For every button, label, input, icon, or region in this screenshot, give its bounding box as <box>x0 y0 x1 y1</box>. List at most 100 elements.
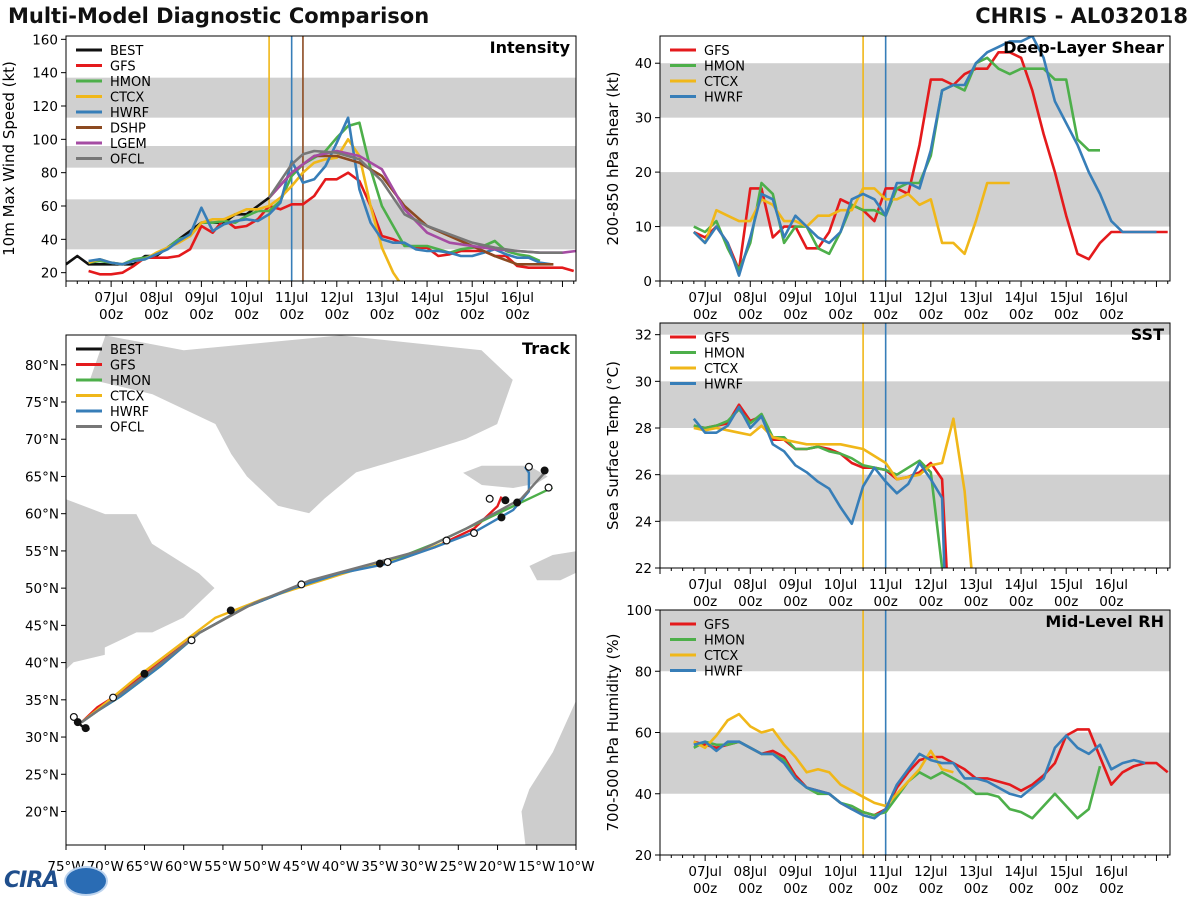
legend-label: HMON <box>704 634 745 649</box>
x-tick-label: 00z <box>738 307 762 323</box>
y-tick-label: 60 <box>41 199 58 215</box>
x-tick-label: 13Jul <box>959 577 992 593</box>
legend-label: HMON <box>704 347 745 362</box>
x-tick-label: 00z <box>1099 307 1123 323</box>
x-tick-label: 00z <box>189 307 213 323</box>
x-tick-label: 00z <box>919 881 943 897</box>
track-position-marker <box>501 496 510 505</box>
legend-label: CTCX <box>704 362 738 377</box>
track-position-marker <box>69 712 78 721</box>
x-tick-label: 13Jul <box>959 864 992 880</box>
series-group <box>66 116 576 281</box>
x-tick-label: 07Jul <box>688 864 721 880</box>
track-position-marker <box>140 669 149 678</box>
x-tick-label: 00z <box>738 594 762 610</box>
track-position-marker <box>226 606 235 615</box>
x-tick-label: 10Jul <box>230 290 263 306</box>
lon-label: 65°W <box>126 859 163 875</box>
lat-label: 35°N <box>25 693 59 709</box>
x-tick-label: 16Jul <box>1095 864 1128 880</box>
x-tick-label: 12Jul <box>320 290 353 306</box>
lat-label: 70°N <box>25 432 59 448</box>
x-tick-label: 12Jul <box>914 864 947 880</box>
shaded-band <box>660 474 1170 522</box>
lon-label: 55°W <box>204 859 241 875</box>
x-tick-label: 00z <box>99 307 123 323</box>
legend-label: GFS <box>704 618 730 633</box>
lat-label: 55°N <box>25 544 59 560</box>
x-tick-label: 00z <box>693 881 717 897</box>
legend-label: HWRF <box>704 91 743 106</box>
x-tick-label: 00z <box>1099 881 1123 897</box>
legend-label: HWRF <box>704 378 743 393</box>
x-tick-label: 00z <box>693 307 717 323</box>
x-tick-label: 10Jul <box>824 290 857 306</box>
series-group <box>693 712 1169 820</box>
x-tick-label: 00z <box>1009 594 1033 610</box>
land-mass <box>528 550 576 582</box>
lon-label: 50°W <box>244 859 281 875</box>
x-tick-label: 00z <box>1009 881 1033 897</box>
legend-label: CTCX <box>704 75 738 90</box>
x-tick-label: 00z <box>693 594 717 610</box>
x-tick-label: 07Jul <box>94 290 127 306</box>
shaded-band <box>660 610 1170 672</box>
x-tick-label: 08Jul <box>734 864 767 880</box>
panel-track: 20°N 25°N 30°N 35°N 40°N 45°N 50°N 55°N 60°N 65°N… <box>25 334 595 875</box>
x-tick-label: 10Jul <box>824 577 857 593</box>
x-tick-label: 14Jul <box>1004 577 1037 593</box>
x-tick-label: 00z <box>1054 594 1078 610</box>
lat-label: 75°N <box>25 395 59 411</box>
series-ctcx <box>692 181 1010 256</box>
x-tick-label: 00z <box>1099 594 1123 610</box>
land-mass <box>520 699 576 845</box>
x-tick-label: 07Jul <box>688 577 721 593</box>
x-tick-label: 16Jul <box>501 290 534 306</box>
lat-label: 80°N <box>25 358 59 374</box>
legend-label: OFCL <box>110 421 145 436</box>
y-tick-label: 26 <box>635 468 652 484</box>
y-tick-label: 80 <box>635 664 652 680</box>
legend-label: DSHP <box>110 122 146 137</box>
land-mass <box>66 335 216 671</box>
legend-label: GFS <box>110 359 136 374</box>
panel-rh: 2040608010007Jul00z08Jul00z09Jul00z10Jul… <box>604 603 1171 897</box>
page-title: Multi-Model Diagnostic Comparison <box>8 4 430 28</box>
lat-label: 60°N <box>25 507 59 523</box>
y-tick-label: 30 <box>635 111 652 127</box>
y-tick-label: 80 <box>41 166 58 182</box>
lon-label: 30°W <box>400 859 437 875</box>
x-tick-label: 11Jul <box>275 290 308 306</box>
lon-label: 15°W <box>518 859 555 875</box>
x-tick-label: 00z <box>1054 307 1078 323</box>
x-tick-label: 14Jul <box>410 290 443 306</box>
x-tick-label: 00z <box>828 594 852 610</box>
x-tick-label: 00z <box>783 594 807 610</box>
lat-label: 65°N <box>25 469 59 485</box>
x-tick-label: 00z <box>828 881 852 897</box>
x-tick-label: 00z <box>280 307 304 323</box>
y-axis-label: Sea Surface Temp (°C) <box>604 361 622 530</box>
lon-label: 20°W <box>479 859 516 875</box>
series-group <box>692 36 1168 277</box>
panel-title: Intensity <box>490 38 571 57</box>
x-tick-label: 10Jul <box>824 864 857 880</box>
x-tick-label: 12Jul <box>914 290 947 306</box>
map-content <box>66 335 576 845</box>
legend-label: CTCX <box>704 649 738 664</box>
x-tick-label: 00z <box>964 307 988 323</box>
track-position-marker <box>73 718 82 727</box>
legend-label: BEST <box>110 343 143 358</box>
panel-title: Mid-Level RH <box>1045 612 1164 631</box>
panel-intensity: 2040608010012014016007Jul00z08Jul00z09Ju… <box>0 32 577 323</box>
x-tick-label: 13Jul <box>959 290 992 306</box>
y-tick-label: 20 <box>635 165 652 181</box>
track-position-marker <box>109 693 118 702</box>
y-tick-label: 24 <box>635 514 652 530</box>
x-tick-label: 15Jul <box>1049 864 1082 880</box>
y-tick-label: 0 <box>643 274 652 290</box>
series-gfs <box>693 728 1169 817</box>
x-tick-label: 14Jul <box>1004 290 1037 306</box>
y-tick-label: 20 <box>635 848 652 864</box>
series-hwrf <box>692 36 1157 277</box>
